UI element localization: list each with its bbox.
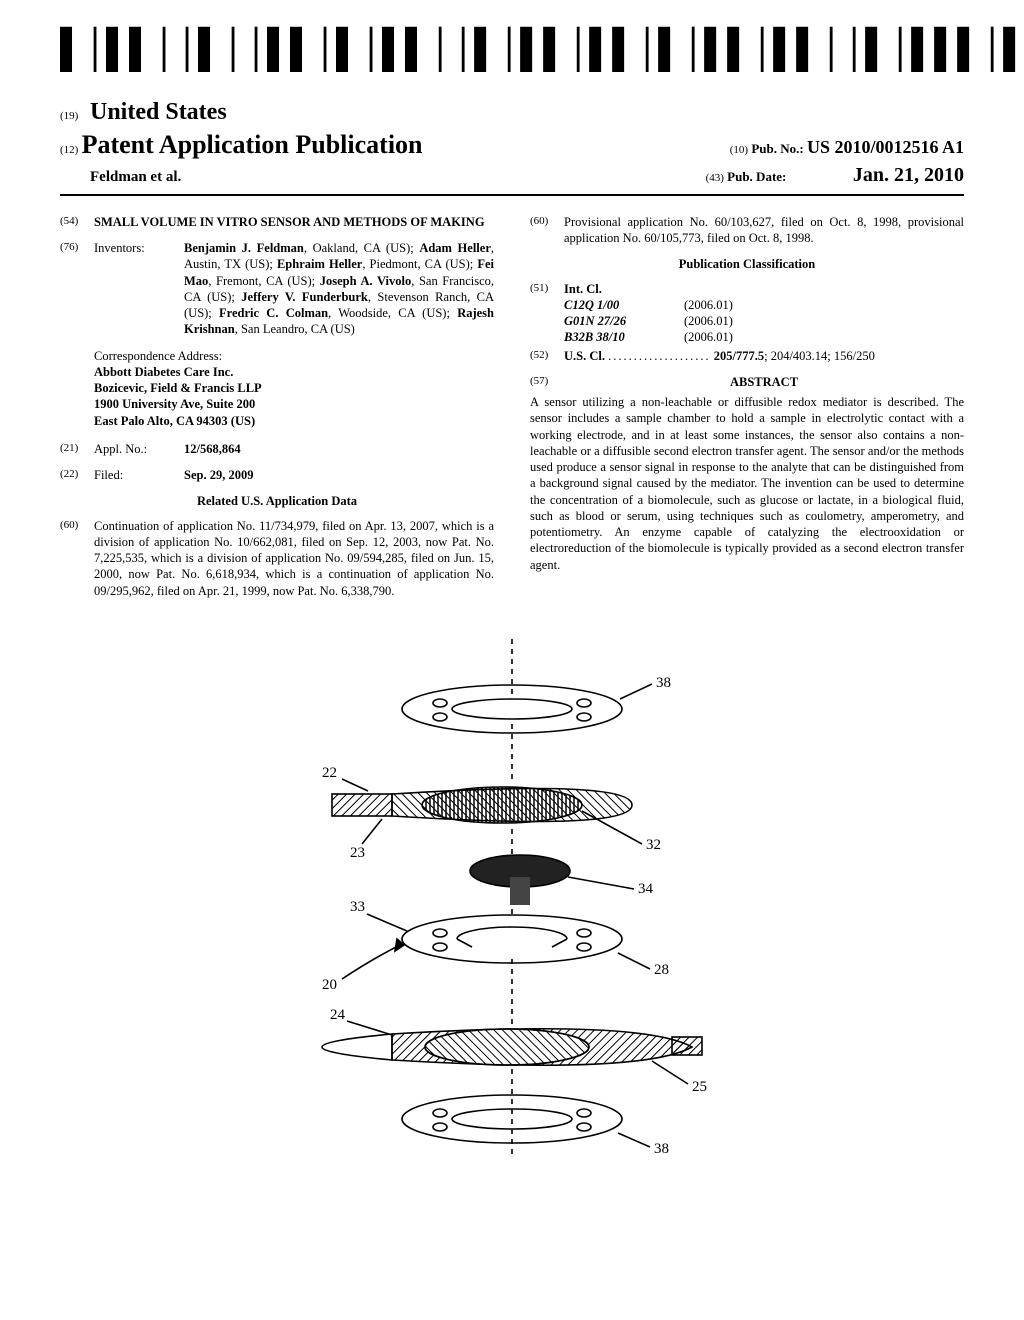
inv-7-loc: , Woodside, CA (US); xyxy=(328,306,457,320)
barcode-block: ▌│▌▌││▌││▌▌│▌│▌▌││▌│▌▌│▌▌│▌│▌▌│▌▌││▌│▌▌▌… xyxy=(60,40,964,89)
intcl-label: Int. Cl. xyxy=(564,281,964,297)
f52-row: (52) U.S. Cl. .................... 205/7… xyxy=(530,348,964,364)
abstract-head-row: (57) ABSTRACT xyxy=(530,374,964,390)
intcl-1-code: C12Q 1/00 xyxy=(564,297,684,313)
f21-num: (21) xyxy=(60,441,94,457)
fig-label-33: 33 xyxy=(350,899,365,915)
inv-4-loc: , Fremont, CA (US); xyxy=(208,274,319,288)
inv-2: Adam Heller xyxy=(419,241,491,255)
divider-thick xyxy=(60,194,964,196)
num-43: (43) xyxy=(706,172,724,184)
inv-6: Jeffery V. Funderburk xyxy=(241,290,368,304)
inv-7: Fredric C. Colman xyxy=(219,306,328,320)
f76-body: Benjamin J. Feldman, Oakland, CA (US); A… xyxy=(184,240,494,338)
inv-5: Joseph A. Vivolo xyxy=(320,274,412,288)
fig-label-24: 24 xyxy=(330,1007,346,1023)
fig-label-20: 20 xyxy=(322,977,337,993)
layer-24-25: 24 25 xyxy=(322,1007,707,1095)
f76-num: (76) xyxy=(60,240,94,338)
intcl-2-code: G01N 27/26 xyxy=(564,313,684,329)
rel-60a-body: Continuation of application No. 11/734,9… xyxy=(94,518,494,599)
related-60a: (60) Continuation of application No. 11/… xyxy=(60,518,494,599)
abstract-body: A sensor utilizing a non-leachable or di… xyxy=(530,394,964,573)
uscl-dots: .................... xyxy=(608,349,711,363)
inv-8-loc: , San Leandro, CA (US) xyxy=(235,322,355,336)
f54-num: (54) xyxy=(60,214,94,230)
pub-date-label: Pub. Date: xyxy=(727,169,786,184)
corr-l2: Bozicevic, Field & Francis LLP xyxy=(94,380,494,396)
correspondence: Correspondence Address: Abbott Diabetes … xyxy=(94,348,494,429)
pub-no-value: US 2010/0012516 A1 xyxy=(807,137,964,157)
num-19: (19) xyxy=(60,109,90,123)
fig-label-38b: 38 xyxy=(654,1141,669,1157)
pub-no-label: Pub. No.: xyxy=(751,141,803,156)
barcode-bars: ▌│▌▌││▌││▌▌│▌│▌▌││▌│▌▌│▌▌│▌│▌▌│▌▌││▌│▌▌▌… xyxy=(60,40,1024,72)
publication-type: Patent Application Publication xyxy=(82,130,423,159)
pubclass-heading: Publication Classification xyxy=(530,256,964,272)
intcl-3-code: B32B 38/10 xyxy=(564,329,684,345)
patent-figure: 38 32 22 23 34 33 28 xyxy=(60,639,964,1164)
uscl-bold: 205/777.5 xyxy=(714,349,764,363)
abstract-heading: ABSTRACT xyxy=(730,375,798,389)
intcl-2: G01N 27/26(2006.01) xyxy=(564,313,964,329)
related-60b: (60) Provisional application No. 60/103,… xyxy=(530,214,964,247)
rel-60b-body: Provisional application No. 60/103,627, … xyxy=(564,214,964,247)
right-column: (60) Provisional application No. 60/103,… xyxy=(530,214,964,609)
intcl-3-year: (2006.01) xyxy=(684,329,733,345)
pub-date-value: Jan. 21, 2010 xyxy=(853,164,964,186)
uscl-rest: ; 204/403.14; 156/250 xyxy=(764,349,875,363)
f54-row: (54) SMALL VOLUME IN VITRO SENSOR AND ME… xyxy=(60,214,494,230)
corr-l4: East Palo Alto, CA 94303 (US) xyxy=(94,413,494,429)
corr-l1: Abbott Diabetes Care Inc. xyxy=(94,364,494,380)
related-heading: Related U.S. Application Data xyxy=(60,493,494,509)
f21-label: Appl. No.: xyxy=(94,441,184,457)
country: United States xyxy=(90,97,227,128)
f22-value: Sep. 29, 2009 xyxy=(184,467,494,483)
f51-num: (51) xyxy=(530,281,564,346)
f21-row: (21) Appl. No.: 12/568,864 xyxy=(60,441,494,457)
intcl-1-year: (2006.01) xyxy=(684,297,733,313)
f52-num: (52) xyxy=(530,348,564,364)
f76-label: Inventors: xyxy=(94,240,184,338)
num-10: (10) xyxy=(730,144,748,156)
uscl-label: U.S. Cl. xyxy=(564,349,605,363)
inv-1-loc: , Oakland, CA (US); xyxy=(304,241,419,255)
f21-value: 12/568,864 xyxy=(184,441,494,457)
f22-row: (22) Filed: Sep. 29, 2009 xyxy=(60,467,494,483)
intcl-3: B32B 38/10(2006.01) xyxy=(564,329,964,345)
f22-num: (22) xyxy=(60,467,94,483)
barcode: ▌│▌▌││▌││▌▌│▌│▌▌││▌│▌▌│▌▌│▌│▌▌│▌▌││▌│▌▌▌… xyxy=(60,40,1024,88)
f51-row: (51) Int. Cl. C12Q 1/00(2006.01) G01N 27… xyxy=(530,281,964,346)
intcl-1: C12Q 1/00(2006.01) xyxy=(564,297,964,313)
barcode-text: US 20100012516A1 xyxy=(60,74,1024,88)
corr-label: Correspondence Address: xyxy=(94,348,494,364)
left-column: (54) SMALL VOLUME IN VITRO SENSOR AND ME… xyxy=(60,214,494,609)
fig-label-23: 23 xyxy=(350,845,365,861)
intcl-2-year: (2006.01) xyxy=(684,313,733,329)
authors-short: Feldman et al. xyxy=(90,169,181,185)
fig-label-28: 28 xyxy=(654,962,669,978)
fig-label-34: 34 xyxy=(638,881,654,897)
rel-60a-num: (60) xyxy=(60,518,94,599)
fig-label-22: 22 xyxy=(322,765,337,781)
rel-60b-num: (60) xyxy=(530,214,564,247)
f76-row: (76) Inventors: Benjamin J. Feldman, Oak… xyxy=(60,240,494,338)
corr-l3: 1900 University Ave, Suite 200 xyxy=(94,396,494,412)
f22-label: Filed: xyxy=(94,467,184,483)
fig-label-38a: 38 xyxy=(656,675,671,691)
inv-1: Benjamin J. Feldman xyxy=(184,241,304,255)
num-12: (12) xyxy=(60,144,78,156)
inv-3: Ephraim Heller xyxy=(277,257,362,271)
body-columns: (54) SMALL VOLUME IN VITRO SENSOR AND ME… xyxy=(60,214,964,609)
header: (19) United States (12) Patent Applicati… xyxy=(60,97,964,188)
layer-22-23: 32 22 23 xyxy=(322,765,661,861)
f54-title: SMALL VOLUME IN VITRO SENSOR AND METHODS… xyxy=(94,214,494,230)
fig-label-32: 32 xyxy=(646,837,661,853)
f57-num: (57) xyxy=(530,374,564,390)
figure-svg: 38 32 22 23 34 33 28 xyxy=(272,639,752,1159)
inv-3-loc: , Piedmont, CA (US); xyxy=(362,257,477,271)
fig-label-25: 25 xyxy=(692,1079,707,1095)
